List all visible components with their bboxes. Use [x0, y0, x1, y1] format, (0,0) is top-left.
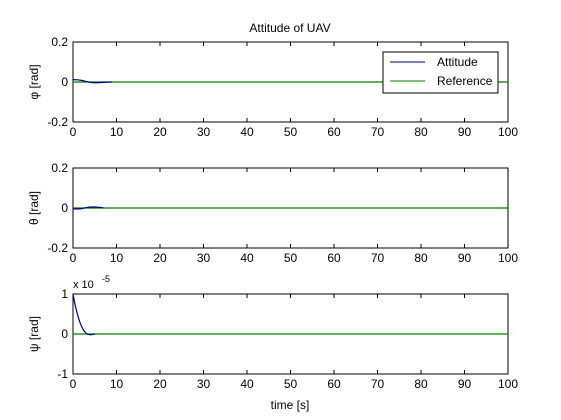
- attitude-line: [72, 293, 95, 336]
- y-axis-label: ψ [rad]: [27, 316, 41, 352]
- x-tick-label: 0: [70, 377, 77, 391]
- legend-attitude-label: Attitude: [437, 55, 478, 69]
- x-tick-label: 20: [153, 377, 167, 391]
- x-tick-label: 30: [197, 125, 211, 139]
- legend-reference-label: Reference: [437, 74, 493, 88]
- x-tick-label: 80: [414, 251, 428, 265]
- x-tick-label: 50: [284, 125, 298, 139]
- x-tick-label: 70: [371, 125, 385, 139]
- x-tick-label: 20: [153, 251, 167, 265]
- y-axis-label: φ [rad]: [27, 64, 41, 99]
- x-tick-label: 70: [371, 377, 385, 391]
- y-tick-label: 0.2: [51, 161, 68, 175]
- legend: Attitude Reference: [382, 51, 499, 94]
- y-tick-label: -1: [57, 367, 68, 381]
- y-exponent-power: -5: [102, 274, 110, 284]
- attitude-line: [72, 79, 113, 84]
- y-tick-label: -0.2: [47, 241, 68, 255]
- y-tick-label: 0: [61, 201, 68, 215]
- x-tick-label: 80: [414, 125, 428, 139]
- x-tick-label: 80: [414, 377, 428, 391]
- y-exponent-label: x 10: [73, 279, 94, 291]
- y-tick-label: 1: [61, 287, 68, 301]
- x-axis-label: time [s]: [271, 398, 310, 412]
- legend-box: [382, 51, 499, 94]
- x-tick-label: 40: [240, 251, 254, 265]
- x-tick-label: 60: [327, 125, 341, 139]
- x-tick-label: 0: [70, 125, 77, 139]
- subplot-2: 0 10 20 30 40 50 60 70 80 90 100-0.200.2θ [rad]: [27, 161, 518, 265]
- x-tick-label: 90: [458, 125, 472, 139]
- x-tick-label: 10: [110, 251, 124, 265]
- x-tick-label: 30: [197, 377, 211, 391]
- chart-title: Attitude of UAV: [249, 21, 330, 35]
- x-tick-label: 100: [498, 125, 518, 139]
- x-tick-label: 60: [327, 377, 341, 391]
- y-tick-label: -0.2: [47, 115, 68, 129]
- y-tick-label: 0: [61, 75, 68, 89]
- x-tick-label: 0: [70, 251, 77, 265]
- x-tick-label: 100: [498, 251, 518, 265]
- x-tick-label: 10: [110, 125, 124, 139]
- x-tick-label: 90: [458, 377, 472, 391]
- y-axis-label: θ [rad]: [27, 191, 41, 225]
- x-tick-label: 40: [240, 125, 254, 139]
- y-tick-label: 0.2: [51, 35, 68, 49]
- y-tick-label: 0: [61, 327, 68, 341]
- x-tick-label: 100: [498, 377, 518, 391]
- x-tick-label: 30: [197, 251, 211, 265]
- x-tick-label: 20: [153, 125, 167, 139]
- x-tick-label: 60: [327, 251, 341, 265]
- x-tick-label: 50: [284, 377, 298, 391]
- x-tick-label: 10: [110, 377, 124, 391]
- x-tick-label: 40: [240, 377, 254, 391]
- x-tick-label: 70: [371, 251, 385, 265]
- attitude-line: [72, 206, 104, 210]
- x-tick-label: 90: [458, 251, 472, 265]
- x-tick-label: 50: [284, 251, 298, 265]
